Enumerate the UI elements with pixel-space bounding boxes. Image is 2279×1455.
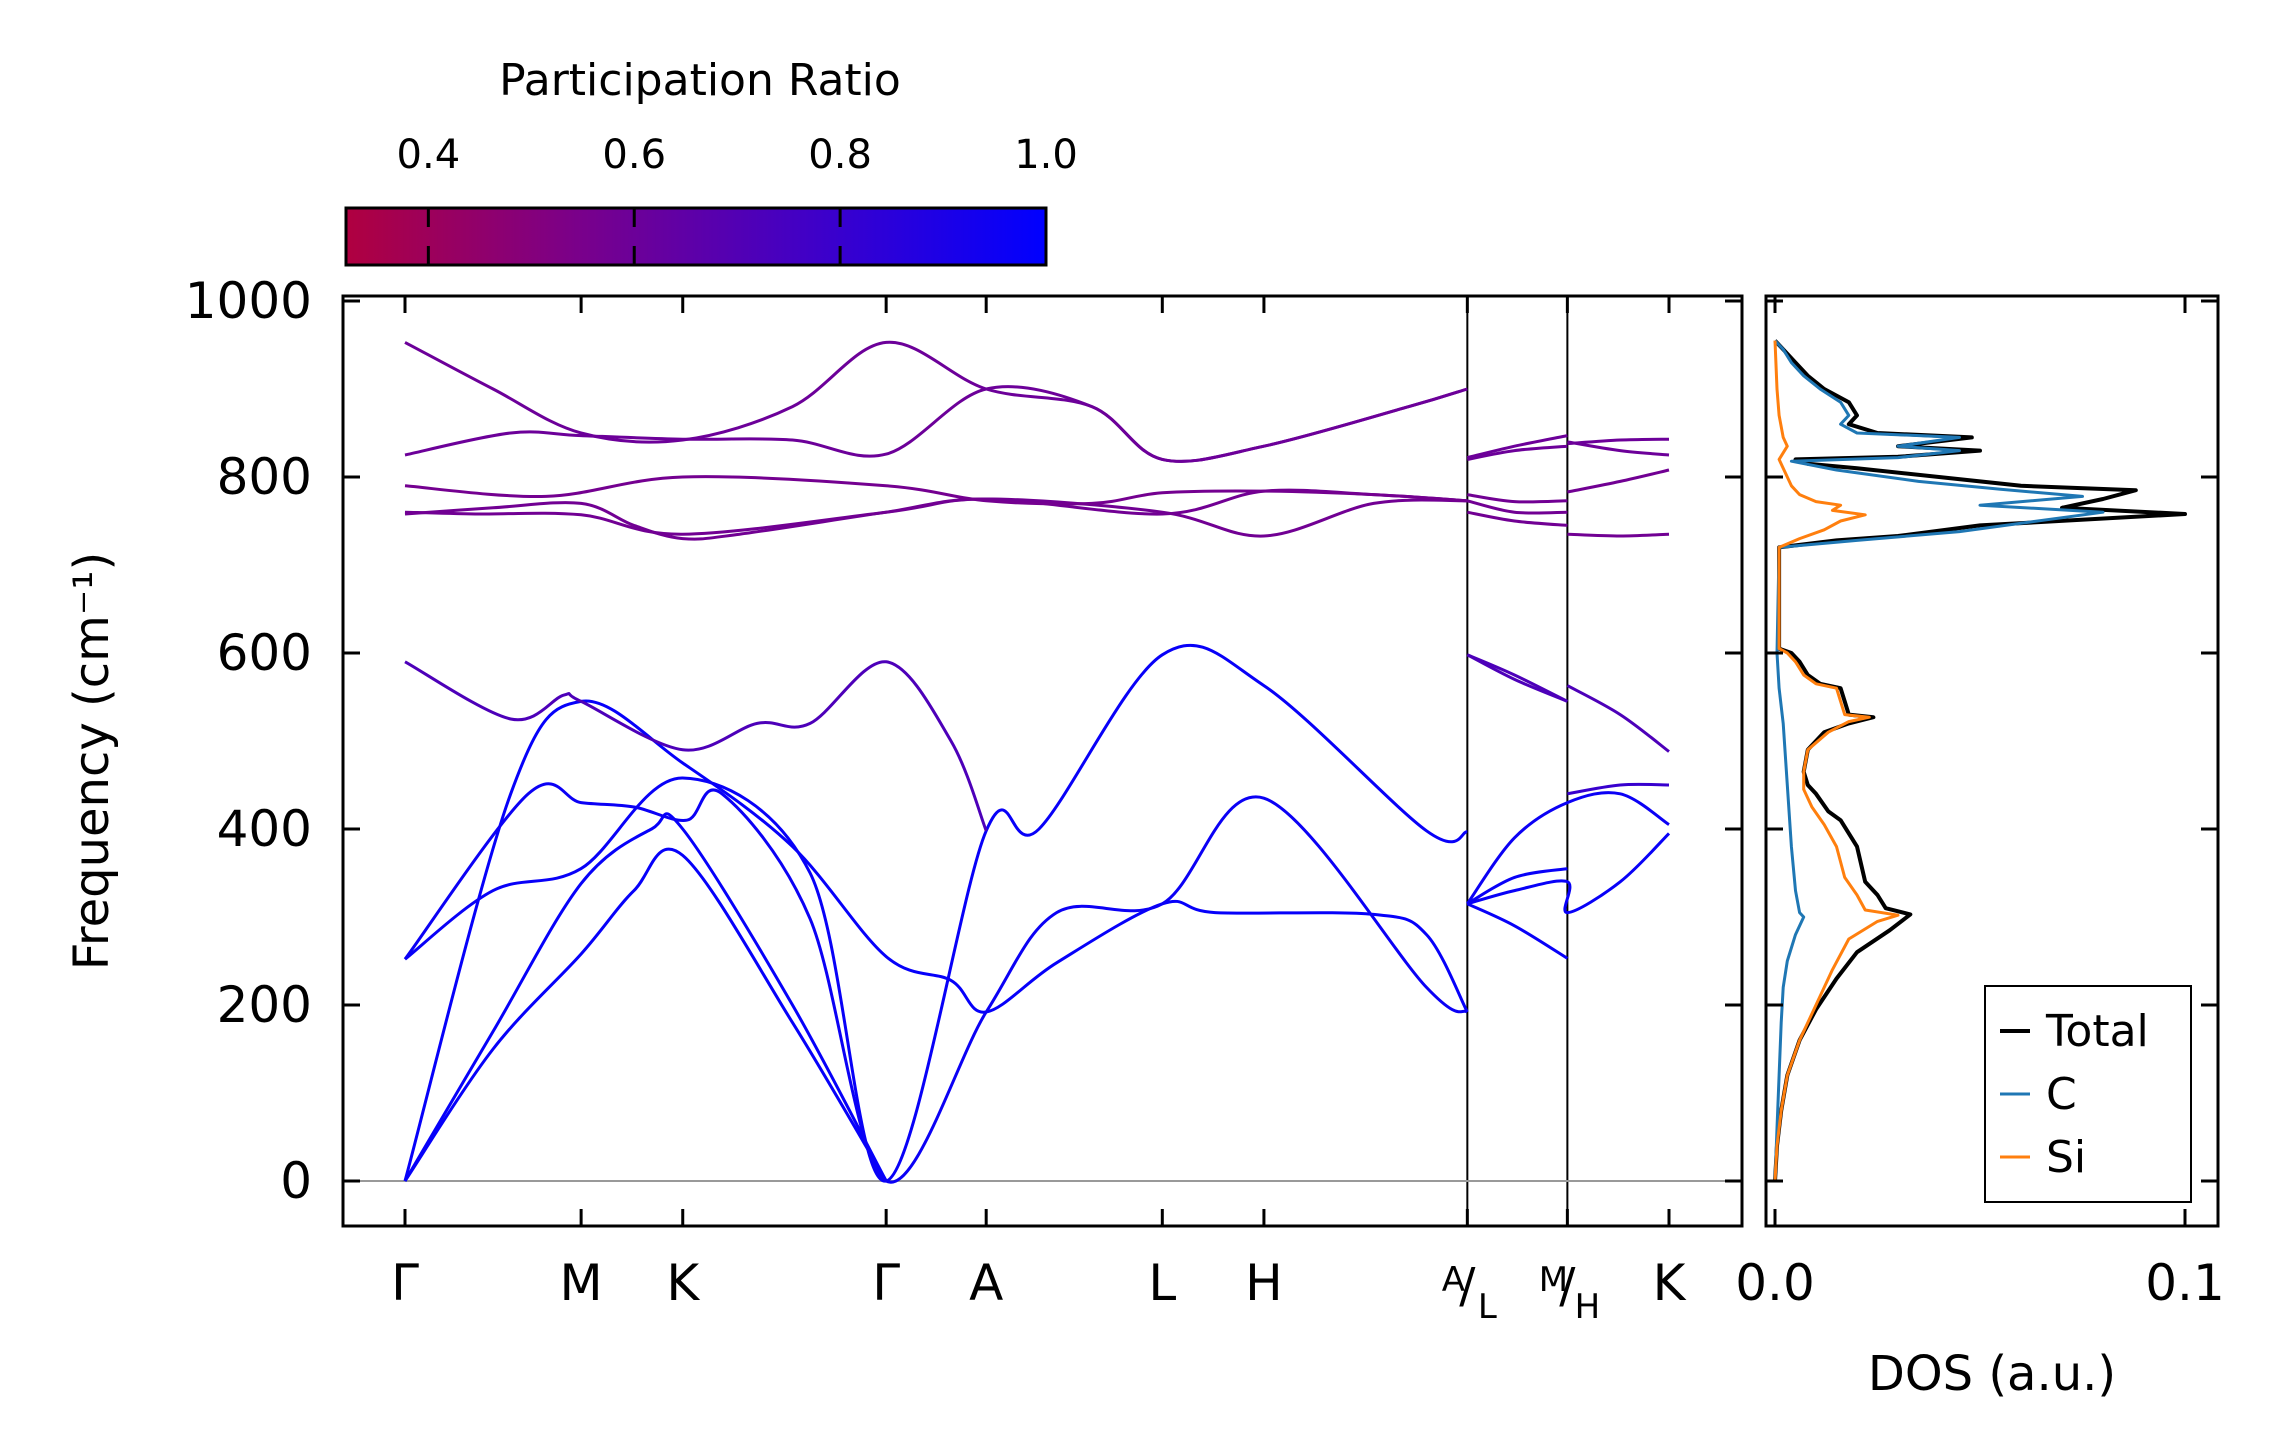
kpoint-label: A/L xyxy=(1442,1258,1497,1327)
y-tick-label: 0 xyxy=(280,1152,312,1210)
kpath-ticks: Γ M K Γ A L H A/LM/H K xyxy=(391,296,1687,1327)
y-tick-label: 800 xyxy=(217,448,312,506)
colorbar-gradient xyxy=(344,206,1048,267)
dos-x-axis-label: DOS (a.u.) xyxy=(1868,1346,2116,1402)
phonon-band xyxy=(1567,468,1670,494)
phonon-band xyxy=(1567,532,1670,538)
phonon-band xyxy=(1466,791,1670,905)
phonon-band xyxy=(1466,867,1568,906)
dos-ticks: 0.0 0.1 xyxy=(1735,296,2225,1312)
colorbar-ticks: 0.4 0.6 0.8 1.0 xyxy=(397,132,1078,265)
phonon-band xyxy=(403,782,1469,1184)
kpoint-label-bottom: L xyxy=(1478,1287,1497,1327)
colorbar: Participation Ratio 0.4 0.6 0.8 1.0 xyxy=(344,55,1078,267)
phonon-band xyxy=(1466,434,1568,460)
phonon-band xyxy=(404,385,1468,463)
kpoint-label-bottom: H xyxy=(1575,1287,1601,1327)
phonon-band xyxy=(403,812,888,1182)
phonon-band xyxy=(404,660,988,832)
kpoint-label: Γ xyxy=(391,1254,419,1312)
legend-label: Si xyxy=(2046,1132,2086,1183)
phonon-band xyxy=(403,847,888,1182)
dos-axes-frame xyxy=(1764,294,2220,1228)
phonon-band xyxy=(1466,653,1568,703)
colorbar-title: Participation Ratio xyxy=(499,55,901,106)
kpoint-label-slash: / xyxy=(1459,1258,1476,1314)
frequency-ticks: 0 200 400 600 800 1000 xyxy=(185,272,1742,1210)
legend-label: C xyxy=(2046,1069,2077,1120)
legend-entries: Total C Si xyxy=(2000,1006,2149,1183)
phonon-bands xyxy=(403,340,1671,1184)
y-tick-label: 600 xyxy=(217,624,312,682)
y-axis-label: Frequency (cm⁻¹) xyxy=(64,552,120,970)
colorbar-tick-label: 0.8 xyxy=(808,132,872,178)
colorbar-tick-label: 0.4 xyxy=(397,132,461,178)
dos-curves xyxy=(1773,339,2187,1182)
dos-x-tick-label: 0.0 xyxy=(1735,1254,1815,1312)
kpoint-label: H xyxy=(1245,1254,1283,1312)
phonon-band xyxy=(1466,832,1671,915)
kpoint-label: Γ xyxy=(872,1254,900,1312)
phonon-band xyxy=(1567,437,1670,446)
dos-legend: Total C Si xyxy=(1984,985,2192,1203)
phonon-band xyxy=(404,497,1468,538)
phonon-band xyxy=(404,475,1468,506)
y-tick-label: 200 xyxy=(217,976,312,1034)
phonon-band xyxy=(1566,684,1670,753)
kpoint-label: A xyxy=(969,1254,1003,1312)
phonon-band xyxy=(1467,493,1568,504)
phonon-band xyxy=(1466,499,1568,515)
dos-series-si xyxy=(1773,340,1900,1182)
colorbar-tick-label: 0.6 xyxy=(602,132,666,178)
phonon-band xyxy=(1467,444,1568,461)
phonon-band xyxy=(1466,902,1569,960)
phonon-band xyxy=(404,643,1468,1183)
y-tick-label: 1000 xyxy=(185,272,312,330)
kpoint-label: M/H xyxy=(1539,1258,1600,1327)
phonon-band xyxy=(1567,782,1670,796)
kpoint-label-top: M xyxy=(1539,1260,1568,1300)
kpoint-label: K xyxy=(1653,1254,1687,1312)
dos-x-tick-label: 0.1 xyxy=(2145,1254,2225,1312)
phonon-band xyxy=(403,699,1469,1182)
phonon-band xyxy=(404,340,1468,463)
kpoint-label: L xyxy=(1148,1254,1176,1312)
dos-series-c xyxy=(1773,339,2105,1182)
band-axes-frame xyxy=(341,294,1744,1228)
phonon-band xyxy=(1567,440,1670,457)
kpoint-label: K xyxy=(666,1254,700,1312)
y-tick-label: 400 xyxy=(217,800,312,858)
kpoint-label-top: A xyxy=(1442,1260,1465,1300)
legend-label: Total xyxy=(2045,1006,2149,1057)
kpoint-label-slash: / xyxy=(1559,1258,1576,1314)
colorbar-tick-label: 1.0 xyxy=(1014,132,1078,178)
kpoint-label: M xyxy=(560,1254,603,1312)
kpoint-gridlines xyxy=(1466,296,1569,1226)
dos-panel: 0.0 0.1 DOS (a.u.) Total C Si xyxy=(1735,294,2225,1402)
phonon-band xyxy=(1467,510,1568,527)
